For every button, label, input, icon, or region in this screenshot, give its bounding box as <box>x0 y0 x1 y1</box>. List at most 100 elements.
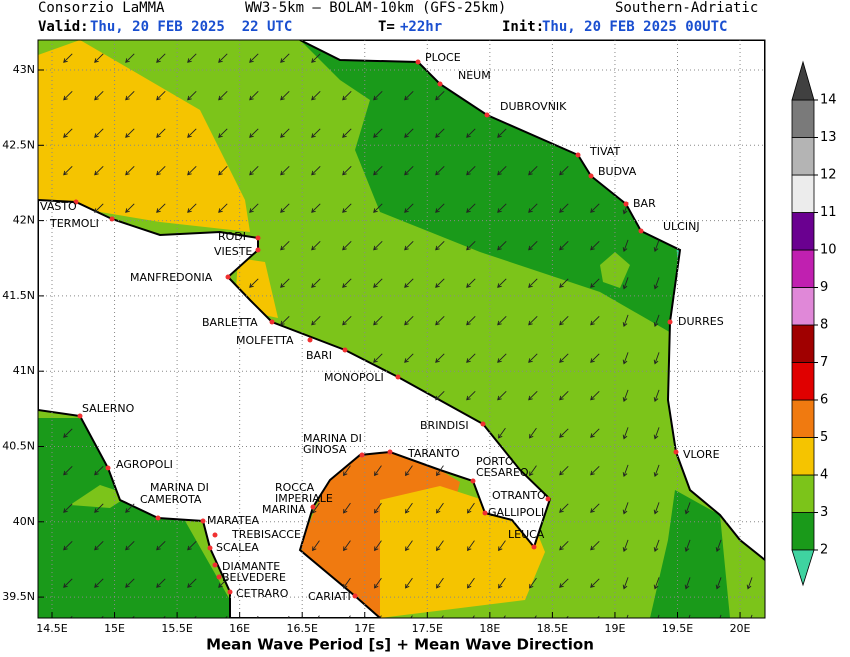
city-marker <box>387 449 393 455</box>
wave-arrow <box>63 465 73 476</box>
wave-arrow <box>342 315 352 326</box>
wave-arrow <box>156 540 166 551</box>
wave-arrow <box>778 202 783 213</box>
colorbar-label: 2 <box>820 543 828 558</box>
wave-arrow <box>280 90 290 101</box>
city-marker <box>415 59 421 65</box>
wave-arrow <box>653 577 660 590</box>
city-label: TARANTO <box>407 447 460 460</box>
wave-arrow <box>559 390 569 401</box>
wave-arrow <box>404 128 414 138</box>
wave-arrow <box>436 577 444 589</box>
wave-arrow <box>778 165 783 176</box>
wave-arrow <box>436 540 444 552</box>
wave-arrow <box>653 427 660 440</box>
wave-arrow <box>590 240 600 251</box>
city-label: CARIATI <box>308 590 351 603</box>
wave-arrow <box>280 240 290 251</box>
wave-arrow <box>590 203 600 213</box>
wave-arrow <box>63 90 73 101</box>
wave-arrow <box>156 203 166 213</box>
wave-arrow <box>94 128 104 138</box>
lead-time: +22hr <box>400 19 442 35</box>
city-label: GINOSA <box>303 443 347 456</box>
city-marker <box>105 465 111 471</box>
field-4s <box>70 485 130 508</box>
wave-arrow <box>379 615 382 618</box>
wave-arrow <box>778 615 783 626</box>
wave-arrow <box>405 540 413 552</box>
wave-arrow <box>249 53 259 63</box>
wave-arrow <box>343 540 351 552</box>
lon-tick-label: 20E <box>730 622 751 635</box>
wave-arrow <box>528 203 538 213</box>
wave-arrow <box>94 53 104 63</box>
wave-arrow <box>249 278 259 288</box>
wave-arrow <box>590 390 600 401</box>
city-marker <box>200 518 206 524</box>
lon-tick-label: 18.5E <box>537 622 568 635</box>
wave-arrow <box>436 465 444 477</box>
wave-arrow <box>497 278 507 288</box>
wave-arrow <box>249 203 259 213</box>
wave-arrow <box>750 614 753 618</box>
init-label: Init: <box>502 19 544 35</box>
wave-arrow <box>311 165 321 176</box>
wave-arrow <box>466 203 476 213</box>
wave-arrow <box>156 53 166 63</box>
valid-label: Valid: <box>38 19 89 35</box>
init-time: Thu, 20 FEB 2025 00UTC <box>542 19 727 35</box>
wave-arrow <box>312 540 320 552</box>
wave-arrow <box>559 165 569 176</box>
wave-arrow <box>125 128 135 138</box>
wave-arrow <box>63 428 73 438</box>
city-marker <box>212 562 218 568</box>
wave-arrow <box>778 240 783 251</box>
region: Southern-Adriatic <box>615 0 758 16</box>
wave-arrow <box>472 615 475 618</box>
wave-arrow <box>622 277 629 290</box>
footer: Mean Wave Period [s] + Mean Wave Directi… <box>206 636 594 654</box>
city-label: PORTO <box>476 455 514 468</box>
wave-arrow <box>688 614 691 618</box>
wave-arrow <box>342 240 352 251</box>
lat-tick-label: 42.5N <box>2 138 35 151</box>
map-frame <box>37 39 766 619</box>
wave-arrow <box>342 203 352 213</box>
city-label: LEUCA <box>508 528 545 541</box>
wave-arrow <box>778 52 783 63</box>
wave-arrow <box>528 240 538 251</box>
wave-arrow <box>435 278 445 288</box>
lat-tick-label: 40N <box>13 515 35 528</box>
wave-arrow <box>218 165 228 176</box>
wave-arrow <box>435 165 445 176</box>
wave-arrow <box>626 614 629 618</box>
city-label: DURRES <box>678 315 724 328</box>
wave-arrow <box>498 577 506 589</box>
wave-arrow <box>342 128 352 138</box>
wave-arrow <box>559 203 569 213</box>
city-label: SCALEA <box>216 541 259 554</box>
wave-arrow <box>125 53 135 63</box>
wave-arrow <box>94 90 104 101</box>
wave-arrow <box>125 165 135 176</box>
city-label: RODI <box>218 230 246 243</box>
wave-arrow <box>778 502 783 513</box>
wave-arrow <box>311 203 321 213</box>
lat-tick-label: 41.5N <box>2 289 35 302</box>
field-4s <box>600 252 630 288</box>
colorbar-segment <box>791 362 815 401</box>
lon-tick-label: 16.5E <box>286 622 317 635</box>
city-marker <box>588 173 594 179</box>
wave-arrow <box>778 90 783 101</box>
city-marker <box>673 449 679 455</box>
wave-arrow <box>622 352 629 365</box>
lat-tick-label: 41N <box>13 364 35 377</box>
wave-arrow <box>187 578 197 588</box>
colorbar-label: 12 <box>820 168 837 183</box>
lat-tick-label: 40.5N <box>2 440 35 453</box>
wave-arrow <box>125 540 135 551</box>
colorbar-segment <box>791 212 815 251</box>
wave-arrow <box>94 578 104 588</box>
city-label: VASTO <box>40 200 77 213</box>
